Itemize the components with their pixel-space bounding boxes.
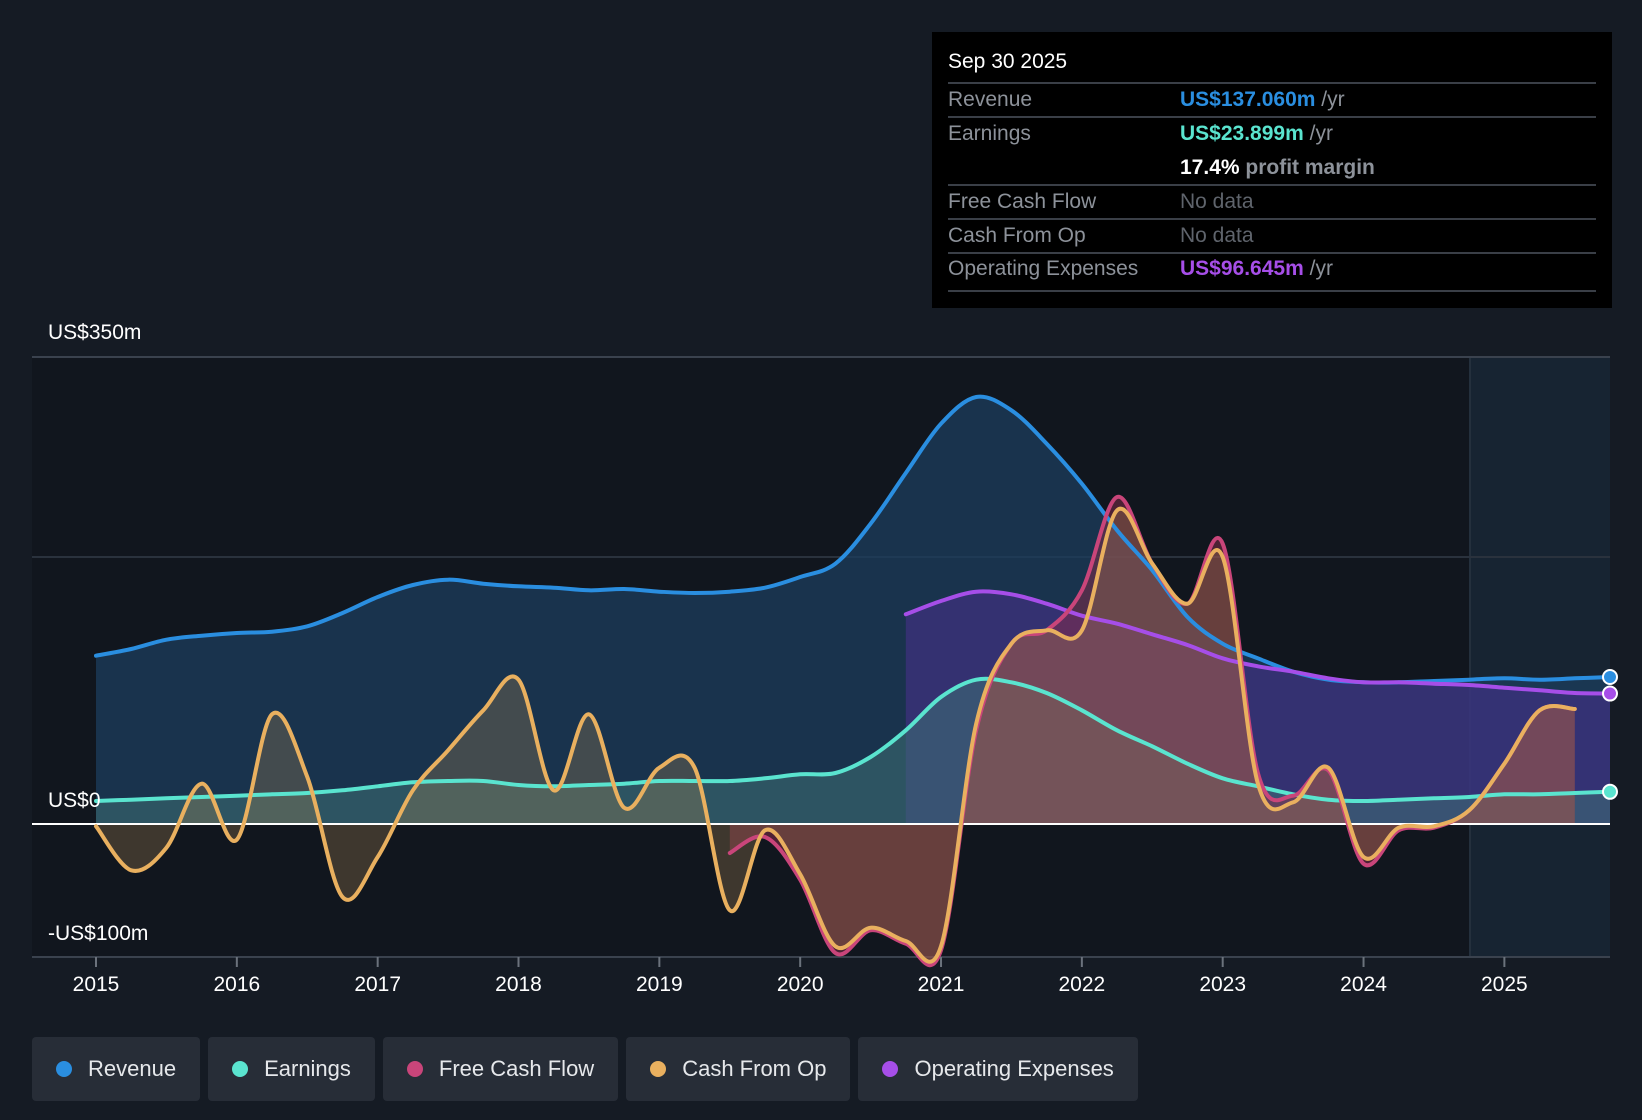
legend-label: Revenue [88,1056,177,1081]
legend-dot-icon [406,1061,423,1077]
tooltip-earnings-value: US$23.899m [1180,122,1304,145]
tooltip-panel: Sep 30 2025 Revenue US$137.060m /yr Earn… [932,32,1612,308]
tooltip-value: US$23.899m /yr [1180,122,1333,146]
legend-cash-from-op[interactable]: Cash From Op [626,1037,851,1101]
legend-operating-expenses[interactable]: Operating Expenses [858,1037,1138,1101]
tooltip-label: Cash From Op [948,224,1086,247]
tooltip-label: Operating Expenses [948,257,1139,280]
tooltip-label: Revenue [948,88,1033,111]
tooltip-label: Free Cash Flow [948,190,1097,213]
x-tick-label: 2015 [73,973,120,996]
tooltip-row-cfo: Cash From Op No data [948,218,1596,254]
tooltip-row-earnings: Earnings US$23.899m /yr 17.4% profit mar… [948,116,1596,186]
legend-dot-icon [56,1061,72,1077]
earnings-line [94,676,1612,803]
tooltip-value: No data [1180,224,1254,247]
free-cash-flow-area [729,496,1575,966]
tooltip-unit: /yr [1309,122,1333,145]
tooltip-date: Sep 30 2025 [948,50,1068,73]
tooltip-opex-value: US$96.645m [1180,257,1304,280]
y-tick-label: US$350m [48,321,141,344]
legend-dot-icon [882,1061,899,1077]
tooltip-row-opex: Operating Expenses US$96.645m /yr [948,252,1596,292]
revenue-end-marker [1602,669,1618,685]
tooltip-value: US$96.645m /yr [1180,257,1333,281]
legend: Revenue Earnings Free Cash Flow Cash Fro… [32,1037,1138,1101]
x-tick-label: 2022 [1059,973,1106,996]
tooltip-margin-label: profit margin [1245,156,1375,179]
x-tick-label: 2020 [777,973,824,996]
legend-earnings[interactable]: Earnings [208,1037,375,1101]
legend-label: Free Cash Flow [438,1056,595,1081]
x-tick-label: 2016 [213,973,260,996]
legend-label: Cash From Op [682,1056,827,1081]
tooltip-revenue-value: US$137.060m [1180,88,1316,111]
x-tick-label: 2021 [918,973,965,996]
tooltip-row-revenue: Revenue US$137.060m /yr [948,82,1596,118]
tooltip-label: Earnings [948,122,1031,145]
y-tick-label: -US$100m [48,922,148,945]
forecast-region [1470,357,1610,957]
tooltip-unit: /yr [1321,88,1345,111]
operating-expenses-line [903,589,1612,696]
legend-dot-icon [232,1061,249,1077]
earnings-end-marker [1602,783,1618,800]
legend-label: Earnings [264,1056,351,1081]
cash-from-op-line [94,506,1577,964]
x-tick-label: 2018 [495,973,542,996]
x-tick-label: 2023 [1199,973,1246,996]
tooltip-margin-value: 17.4% [1180,156,1240,179]
tooltip-row-fcf: Free Cash Flow No data [948,184,1596,220]
tooltip-unit: /yr [1309,257,1333,280]
x-tick-label: 2019 [636,973,683,996]
y-tick-label: US$0 [48,789,101,812]
legend-label: Operating Expenses [914,1056,1114,1081]
cash-from-op-area [96,508,1575,962]
legend-free-cash-flow[interactable]: Free Cash Flow [382,1037,619,1101]
legend-dot-icon [650,1061,667,1077]
x-tick-label: 2024 [1340,973,1387,996]
tooltip-value: US$137.060m /yr [1180,88,1345,112]
tooltip-value: No data [1180,190,1254,213]
operating-expenses-end-marker [1602,685,1618,702]
x-tick-label: 2017 [354,973,401,996]
tooltip-margin: 17.4% profit margin [1180,156,1375,180]
x-tick-label: 2025 [1481,973,1528,996]
legend-revenue[interactable]: Revenue [32,1037,201,1101]
